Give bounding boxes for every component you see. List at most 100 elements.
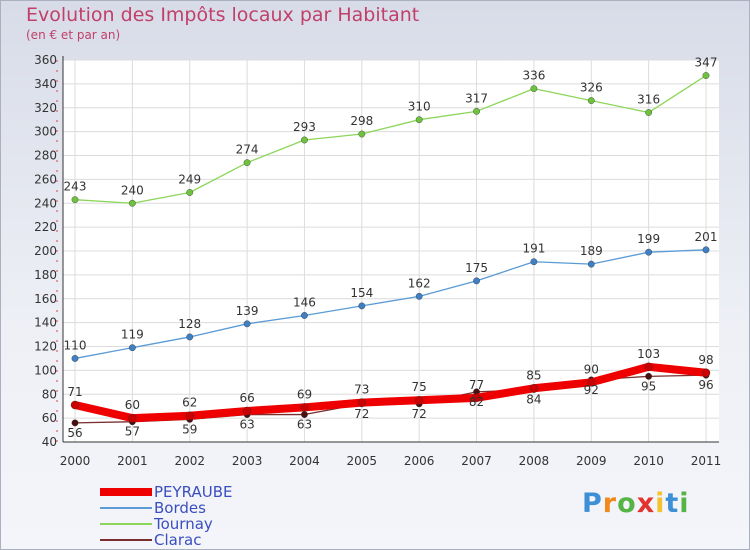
data-point bbox=[242, 406, 252, 416]
y-tick-label: 120 bbox=[34, 340, 57, 354]
data-label: 191 bbox=[522, 242, 545, 256]
chart-title: Evolution des Impôts locaux par Habitant bbox=[26, 4, 420, 26]
legend-label-tournay: Tournay bbox=[154, 515, 213, 533]
data-point bbox=[645, 109, 653, 116]
series-line-bordes bbox=[74, 249, 707, 360]
data-label: 243 bbox=[64, 180, 87, 194]
legend-item-bordes: Bordes bbox=[100, 499, 300, 517]
x-tick-label: 2002 bbox=[174, 454, 205, 468]
y-tick-label: 100 bbox=[34, 363, 57, 377]
data-point bbox=[587, 97, 595, 104]
y-tick-label: 240 bbox=[34, 196, 57, 210]
y-tick-label: 180 bbox=[34, 268, 57, 282]
data-label: 146 bbox=[293, 295, 316, 309]
data-label: 72 bbox=[412, 407, 427, 421]
data-label: 201 bbox=[695, 230, 718, 244]
x-tick-label: 2005 bbox=[347, 454, 378, 468]
data-point bbox=[415, 116, 423, 124]
logo-letter: x bbox=[636, 488, 656, 519]
data-point bbox=[530, 85, 538, 93]
y-tick-label: 220 bbox=[34, 220, 57, 234]
data-label: 63 bbox=[297, 418, 312, 432]
y-tick-label: 200 bbox=[34, 244, 57, 258]
data-label: 66 bbox=[239, 391, 254, 405]
legend-item-clarac: Clarac bbox=[100, 531, 300, 549]
data-label: 77 bbox=[469, 378, 484, 392]
data-point bbox=[701, 368, 711, 377]
data-point bbox=[415, 292, 423, 300]
data-label: 336 bbox=[522, 69, 545, 83]
data-label: 82 bbox=[469, 395, 484, 409]
y-tick-label: 60 bbox=[42, 411, 57, 425]
data-point bbox=[644, 362, 653, 371]
data-point bbox=[128, 413, 137, 423]
data-label: 240 bbox=[121, 183, 144, 197]
data-point bbox=[300, 403, 309, 412]
data-label: 84 bbox=[526, 392, 541, 406]
data-point bbox=[71, 419, 79, 427]
data-label: 62 bbox=[182, 396, 197, 410]
data-label: 98 bbox=[698, 353, 713, 367]
x-tick-label: 2008 bbox=[519, 454, 550, 468]
data-label: 71 bbox=[67, 385, 82, 399]
data-label: 139 bbox=[236, 304, 259, 318]
data-label: 199 bbox=[637, 232, 660, 246]
data-label: 103 bbox=[637, 347, 660, 361]
series-line-tournay bbox=[74, 74, 707, 204]
data-point bbox=[529, 384, 539, 393]
y-tick-label: 300 bbox=[34, 125, 57, 139]
data-point bbox=[243, 159, 251, 167]
logo-letter: i bbox=[655, 488, 666, 519]
data-point bbox=[702, 72, 710, 79]
logo-letter: P bbox=[582, 488, 603, 519]
data-point bbox=[358, 130, 366, 138]
y-tick-label: 360 bbox=[34, 53, 57, 67]
x-tick-label: 2010 bbox=[633, 454, 664, 468]
data-label: 326 bbox=[580, 81, 603, 95]
data-label: 59 bbox=[182, 422, 197, 436]
data-point bbox=[702, 246, 710, 254]
data-point bbox=[71, 355, 79, 362]
data-label: 189 bbox=[580, 244, 603, 258]
legend-item-tournay: Tournay bbox=[100, 515, 300, 533]
data-point bbox=[358, 302, 366, 310]
y-tick-label: 80 bbox=[42, 387, 57, 401]
data-label: 128 bbox=[178, 317, 201, 331]
x-tick-label: 2011 bbox=[691, 454, 722, 468]
data-point bbox=[186, 333, 194, 341]
data-point bbox=[645, 248, 653, 256]
data-label: 110 bbox=[64, 338, 87, 352]
legend-item-peyraube: PEYRAUBE bbox=[100, 483, 300, 501]
chart-legend: PEYRAUBE Bordes Tournay Clarac bbox=[100, 483, 300, 549]
data-point bbox=[185, 411, 194, 420]
legend-swatch-tournay bbox=[100, 523, 152, 525]
x-tick-label: 2000 bbox=[60, 454, 91, 468]
y-tick-label: 260 bbox=[34, 172, 57, 186]
data-point bbox=[472, 393, 481, 403]
data-label: 95 bbox=[641, 379, 656, 393]
data-point bbox=[70, 400, 80, 410]
data-label: 69 bbox=[297, 387, 312, 401]
data-label: 90 bbox=[584, 362, 599, 376]
data-label: 310 bbox=[408, 100, 431, 114]
data-label: 60 bbox=[125, 398, 140, 412]
legend-label-bordes: Bordes bbox=[154, 499, 206, 517]
data-label: 119 bbox=[121, 328, 144, 342]
data-label: 274 bbox=[236, 143, 259, 157]
y-tick-label: 280 bbox=[34, 149, 57, 163]
y-tick-label: 140 bbox=[34, 316, 57, 330]
data-label: 73 bbox=[354, 383, 369, 397]
legend-label-clarac: Clarac bbox=[154, 531, 202, 549]
legend-swatch-bordes bbox=[100, 507, 152, 509]
data-label: 75 bbox=[412, 380, 427, 394]
data-point bbox=[645, 372, 653, 380]
x-tick-label: 2001 bbox=[117, 454, 148, 468]
legend-swatch-peyraube bbox=[100, 488, 152, 496]
x-tick-label: 2004 bbox=[289, 454, 320, 468]
data-label: 57 bbox=[125, 425, 140, 439]
data-point bbox=[357, 398, 367, 407]
logo-letter: t bbox=[665, 488, 680, 519]
data-point bbox=[530, 258, 538, 266]
chart-subtitle: (en € et par an) bbox=[26, 28, 121, 42]
data-point bbox=[301, 136, 308, 144]
